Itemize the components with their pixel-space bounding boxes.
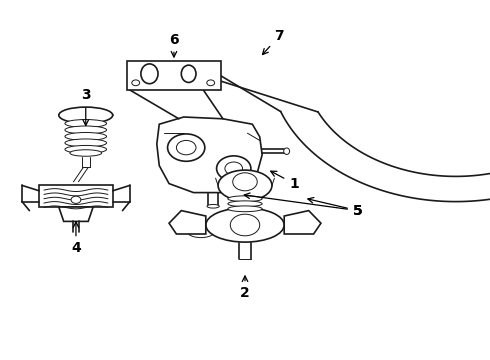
Circle shape — [176, 140, 196, 155]
Polygon shape — [157, 117, 262, 193]
Ellipse shape — [65, 139, 106, 147]
Ellipse shape — [284, 148, 290, 154]
Ellipse shape — [65, 132, 106, 140]
Ellipse shape — [59, 107, 113, 123]
Circle shape — [217, 156, 251, 181]
Text: 5: 5 — [244, 193, 363, 217]
Text: 1: 1 — [271, 171, 299, 190]
Text: 5: 5 — [308, 198, 363, 217]
Circle shape — [233, 173, 257, 191]
Text: 7: 7 — [263, 29, 284, 54]
Polygon shape — [284, 211, 321, 234]
Circle shape — [207, 80, 215, 86]
Ellipse shape — [206, 208, 284, 242]
Polygon shape — [169, 211, 206, 234]
Ellipse shape — [70, 150, 101, 156]
Polygon shape — [59, 207, 93, 221]
Ellipse shape — [65, 120, 106, 127]
Circle shape — [132, 80, 140, 86]
Text: 3: 3 — [81, 89, 91, 125]
Polygon shape — [127, 61, 220, 90]
Circle shape — [230, 214, 260, 236]
Ellipse shape — [65, 126, 106, 134]
Circle shape — [168, 134, 205, 161]
Ellipse shape — [228, 206, 262, 212]
Ellipse shape — [228, 201, 262, 207]
Polygon shape — [39, 185, 113, 207]
Circle shape — [71, 196, 81, 203]
Text: 2: 2 — [240, 276, 250, 300]
Ellipse shape — [228, 196, 262, 202]
Ellipse shape — [181, 65, 196, 82]
Text: 6: 6 — [169, 33, 179, 57]
Ellipse shape — [218, 170, 272, 201]
Ellipse shape — [141, 64, 158, 84]
Circle shape — [225, 162, 243, 175]
Ellipse shape — [65, 145, 106, 153]
Text: 4: 4 — [71, 222, 81, 255]
Ellipse shape — [207, 204, 220, 208]
